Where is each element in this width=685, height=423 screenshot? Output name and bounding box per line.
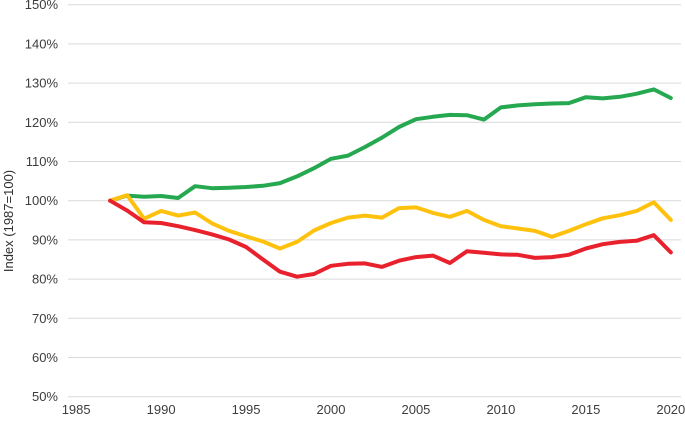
y-tick-label: 100% — [25, 193, 59, 208]
red-series-line — [108, 198, 673, 279]
green-series-line — [108, 87, 673, 203]
gridlines-group — [68, 4, 681, 398]
y-tick-label: 60% — [32, 350, 58, 365]
x-tick-label: 2005 — [401, 402, 430, 417]
series-group — [108, 87, 673, 279]
y-axis-tick-labels: 150% 140% 130% 120% 110% 100% 90% 80% 70% 60% 50% — [25, 0, 59, 404]
y-tick-label: 130% — [25, 76, 59, 91]
x-tick-label: 1995 — [232, 402, 261, 417]
y-tick-label: 120% — [25, 115, 59, 130]
x-tick-label: 1990 — [147, 402, 176, 417]
yellow-series-line — [108, 193, 673, 251]
x-tick-label: 2010 — [486, 402, 515, 417]
y-tick-label: 80% — [32, 272, 58, 287]
y-tick-label: 50% — [32, 389, 58, 404]
y-tick-label: 70% — [32, 311, 58, 326]
y-axis-title: Index (1987=100) — [1, 170, 16, 272]
y-tick-label: 150% — [25, 0, 59, 12]
x-tick-label: 1985 — [62, 402, 91, 417]
x-axis-tick-labels: 1985 1990 1995 2000 2005 2010 2015 2020 — [62, 402, 685, 417]
x-tick-label: 2000 — [317, 402, 346, 417]
x-tick-label: 2015 — [571, 402, 600, 417]
y-tick-label: 90% — [32, 232, 58, 247]
y-tick-label: 110% — [26, 154, 59, 169]
x-tick-label: 2020 — [656, 402, 685, 417]
y-tick-label: 140% — [25, 36, 59, 51]
